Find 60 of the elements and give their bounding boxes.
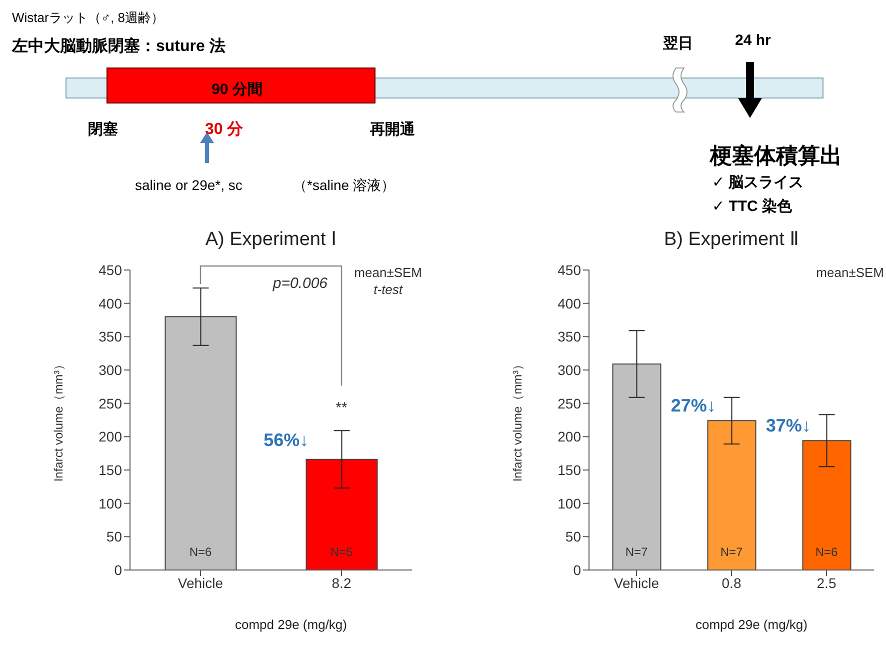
annotation: N=5	[330, 545, 353, 559]
y-tick-label: 200	[98, 428, 122, 445]
y-tick-label: 350	[98, 328, 122, 345]
text: ✓ TTC 染色	[712, 197, 794, 215]
annotation: p=0.006	[272, 275, 328, 292]
y-tick-label: 0	[114, 562, 122, 578]
y-axis-title: Infarct volume（mm³）	[51, 358, 66, 482]
annotation: **	[336, 400, 348, 417]
bar	[707, 420, 756, 570]
x-axis-title: compd 29e (mg/kg)	[234, 617, 348, 632]
text: 梗塞体積算出	[709, 143, 842, 168]
annotation: N=6	[189, 545, 212, 559]
text: 左中大脳動脈閉塞：suture 法	[11, 36, 226, 55]
annotation: N=7	[720, 545, 743, 559]
y-tick-label: 300	[558, 362, 582, 378]
text: 翌日	[662, 35, 693, 52]
annotation: 37%↓	[766, 415, 811, 436]
x-tick-label: 2.5	[816, 574, 836, 591]
x-tick-label: 0.8	[722, 574, 742, 591]
annotation: 27%↓	[670, 395, 716, 416]
y-tick-label: 250	[558, 395, 582, 412]
annotation: t-test	[372, 281, 404, 298]
y-tick-label: 300	[98, 362, 122, 378]
chart-title: B) Experiment Ⅱ	[662, 228, 800, 251]
x-tick-label: 8.2	[332, 574, 352, 591]
text: （*saline 溶液）	[293, 177, 395, 193]
y-tick-label: 450	[98, 262, 122, 278]
x-tick-label: Vehicle	[614, 574, 660, 591]
bar	[802, 440, 852, 570]
text: 30 分	[205, 120, 244, 138]
y-axis-title: Infarct volume（mm³）	[510, 358, 524, 482]
text: Wistarラット（♂, 8週齢）	[12, 10, 164, 25]
text: 90 分間	[212, 81, 262, 98]
text: ✓ 脳スライス	[712, 174, 804, 191]
y-tick-label: 400	[98, 295, 122, 312]
y-tick-label: 50	[106, 528, 122, 545]
y-tick-label: 150	[98, 462, 122, 478]
y-tick-label: 150	[558, 462, 582, 478]
text: 閉塞	[88, 120, 118, 138]
text: 24 hr	[735, 32, 772, 49]
annotation: N=6	[815, 545, 838, 559]
y-tick-label: 200	[558, 428, 582, 445]
x-axis-title: compd 29e (mg/kg)	[694, 617, 808, 632]
bar	[612, 364, 662, 570]
chart-title: A) Experiment Ⅰ	[204, 228, 338, 251]
y-tick-label: 100	[98, 495, 122, 512]
text: 再開通	[369, 121, 416, 138]
y-tick-label: 350	[558, 328, 582, 345]
y-tick-label: 450	[558, 262, 582, 278]
annotation: mean±SEM	[816, 264, 884, 281]
y-tick-label: 250	[98, 395, 122, 412]
y-tick-label: 0	[573, 562, 582, 578]
annotation: N=7	[625, 545, 648, 559]
annotation: mean±SEM	[354, 264, 422, 281]
y-tick-label: 400	[558, 295, 582, 312]
annotation: 56%↓	[264, 430, 309, 450]
text: saline or 29e*, sc	[135, 177, 242, 193]
y-tick-label: 50	[565, 528, 582, 545]
x-tick-label: Vehicle	[178, 574, 224, 591]
y-tick-label: 100	[558, 495, 582, 512]
